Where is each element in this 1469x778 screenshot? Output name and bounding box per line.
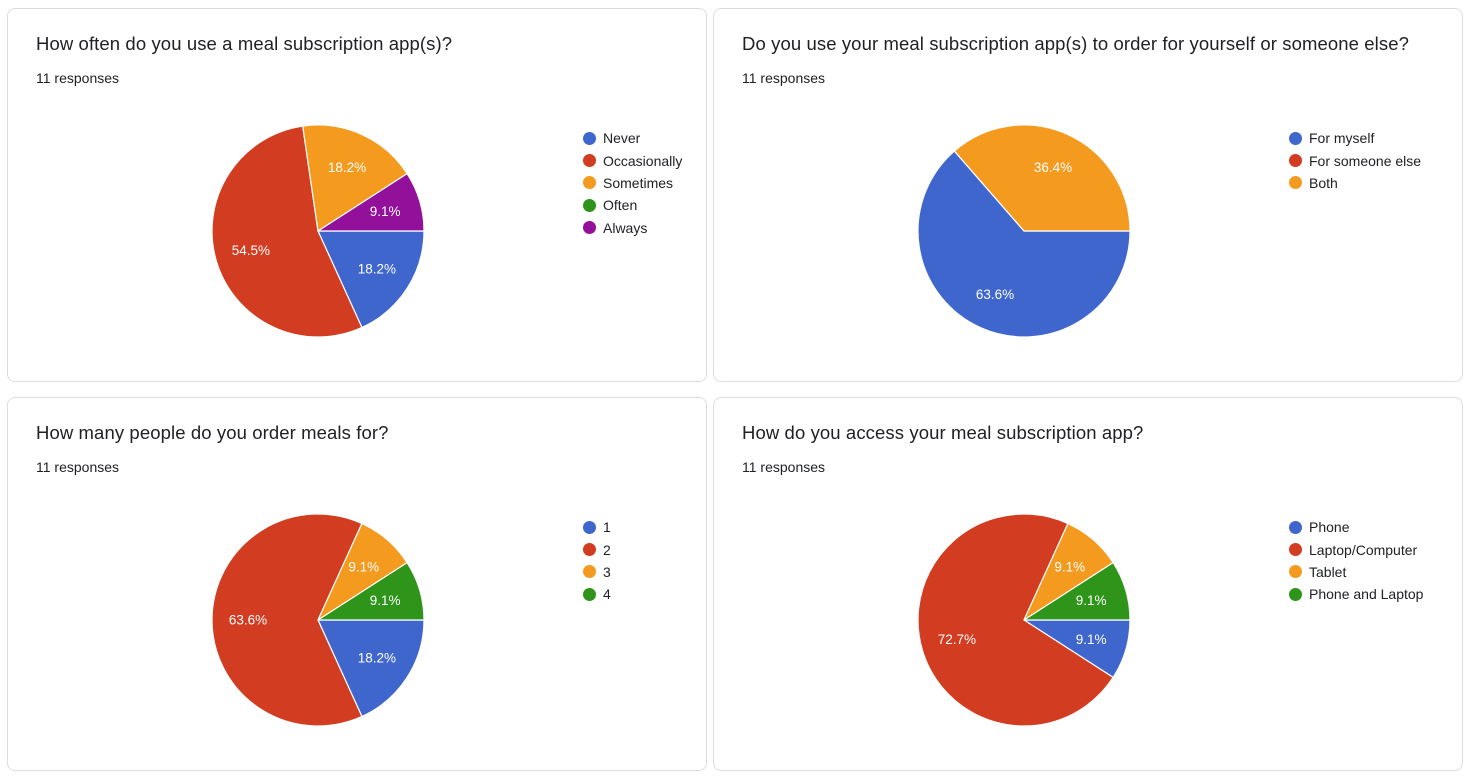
slice-label-occasionally: 54.5% [232, 243, 270, 258]
chart-title: How many people do you order meals for? [36, 422, 389, 443]
chart-title: How do you access your meal subscription… [742, 422, 1144, 443]
legend-label: 1 [603, 519, 611, 536]
chart-card-1: How often do you use a meal subscription… [7, 8, 707, 382]
legend-item-laptop-computer: Laptop/Computer [1289, 538, 1423, 560]
pie-chart: 9.1% 72.7% 9.1% 9.1% [917, 513, 1131, 727]
legend-item-for-myself: For myself [1289, 127, 1421, 149]
legend-swatch [1289, 176, 1302, 190]
legend-label: Phone and Laptop [1309, 586, 1424, 603]
legend-label: 4 [603, 586, 611, 603]
legend-swatch [1289, 543, 1302, 557]
pie-slice-for-myself [917, 150, 1131, 338]
chart-card-3: How many people do you order meals for? … [7, 397, 707, 771]
legend-swatch [1289, 154, 1302, 168]
chart-legend: For myself For someone else Both [1289, 127, 1421, 194]
legend-item-both: Both [1289, 172, 1421, 194]
legend-label: 3 [603, 563, 611, 580]
legend-label: For someone else [1309, 152, 1422, 169]
slice-label-both: 36.4% [1034, 160, 1072, 175]
pie-slice-never [317, 230, 425, 329]
slice-label-tablet: 9.1% [1054, 560, 1085, 575]
pie-slice-2 [211, 513, 363, 727]
legend-label: Phone [1309, 519, 1350, 536]
legend-label: Sometimes [603, 174, 674, 191]
slice-label-1: 18.2% [358, 650, 396, 665]
slice-label-phone: 9.1% [1076, 632, 1107, 647]
pie-slice-both [953, 124, 1131, 232]
slice-label-sometimes: 18.2% [328, 160, 366, 175]
slice-label-3: 9.1% [348, 560, 379, 575]
legend-item-phone-and-laptop: Phone and Laptop [1289, 583, 1423, 605]
slice-label-never: 18.2% [358, 261, 396, 276]
chart-legend: 1 2 3 4 [583, 516, 611, 606]
pie-slice-phone-and-laptop [1023, 562, 1131, 621]
slice-label-4: 9.1% [370, 593, 401, 608]
legend-label: Never [603, 130, 641, 147]
legend-swatch [583, 176, 596, 190]
legend-label: Often [603, 197, 638, 214]
pie-chart: 18.2% 54.5% 18.2% 9.1% [211, 124, 425, 338]
response-count: 11 responses [742, 70, 826, 86]
legend-swatch [1289, 131, 1302, 145]
legend-item-3: 3 [583, 561, 611, 583]
pie-slice-1 [317, 619, 425, 718]
legend-swatch [1289, 587, 1302, 601]
chart-title: How often do you use a meal subscription… [36, 33, 453, 54]
pie-slice-4 [317, 562, 425, 621]
response-count: 11 responses [742, 459, 826, 475]
legend-swatch [583, 587, 596, 601]
legend-item-always: Always [583, 217, 682, 239]
legend-item-never: Never [583, 127, 682, 149]
chart-title: Do you use your meal subscription app(s)… [742, 33, 1410, 54]
legend-item-1: 1 [583, 516, 611, 538]
pie-slice-sometimes [302, 124, 408, 232]
legend-item-2: 2 [583, 538, 611, 560]
slice-label-2: 63.6% [229, 613, 267, 628]
legend-swatch [583, 543, 596, 557]
pie-chart: 63.6% 36.4% [917, 124, 1131, 338]
legend-label: 2 [603, 541, 611, 558]
legend-label: Tablet [1309, 563, 1347, 580]
legend-swatch [583, 154, 596, 168]
chart-legend: Phone Laptop/Computer Tablet Phone and Lapt… [1289, 516, 1423, 606]
legend-item-for-someone-else: For someone else [1289, 149, 1421, 171]
legend-swatch [1289, 520, 1302, 534]
response-count: 11 responses [36, 70, 120, 86]
legend-label: Occasionally [603, 152, 683, 169]
legend-swatch [583, 131, 596, 145]
legend-item-occasionally: Occasionally [583, 149, 682, 171]
legend-label: Both [1309, 174, 1338, 191]
chart-card-2: Do you use your meal subscription app(s)… [713, 8, 1463, 382]
pie-slice-always [317, 173, 425, 232]
slice-label-phone-and-laptop: 9.1% [1076, 593, 1107, 608]
legend-item-often: Often [583, 194, 682, 216]
legend-label: Always [603, 219, 648, 236]
slice-label-laptop-computer: 72.7% [938, 632, 976, 647]
legend-item-sometimes: Sometimes [583, 172, 682, 194]
pie-slice-laptop-computer [917, 513, 1114, 727]
legend-swatch [583, 221, 596, 235]
response-count: 11 responses [36, 459, 120, 475]
chart-legend: Never Occasionally Sometimes Often Always [583, 127, 682, 239]
pie-slice-occasionally [211, 125, 363, 338]
legend-label: For myself [1309, 130, 1375, 147]
legend-label: Laptop/Computer [1309, 541, 1418, 558]
legend-item-tablet: Tablet [1289, 561, 1423, 583]
legend-item-4: 4 [583, 583, 611, 605]
legend-swatch [583, 520, 596, 534]
legend-swatch [583, 198, 596, 212]
chart-card-4: How do you access your meal subscription… [713, 397, 1463, 771]
legend-item-phone: Phone [1289, 516, 1423, 538]
pie-chart: 18.2% 63.6% 9.1% 9.1% [211, 513, 425, 727]
legend-swatch [1289, 565, 1302, 579]
slice-label-always: 9.1% [370, 204, 401, 219]
legend-swatch [583, 565, 596, 579]
slice-label-for-myself: 63.6% [976, 287, 1014, 302]
